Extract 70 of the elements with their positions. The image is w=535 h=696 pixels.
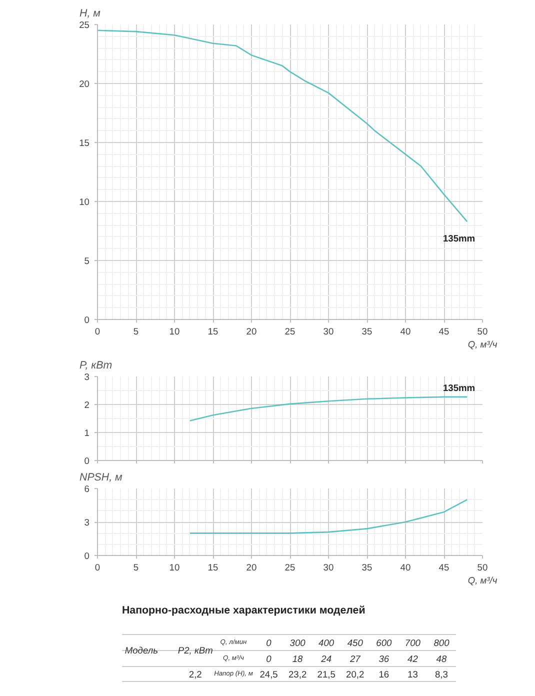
text: 400 [318, 638, 335, 648]
y-tick-label: 0 [84, 315, 90, 325]
x-tick-label: 10 [169, 562, 180, 572]
y-tick-label: 2 [84, 400, 90, 410]
text: P2, кВт [178, 646, 214, 656]
text: 24,5 [260, 670, 278, 680]
y-tick-label: 5 [84, 256, 90, 266]
x-tick-label: 15 [208, 326, 218, 336]
series-label: 135mm [442, 382, 476, 393]
y-tick-label: 20 [79, 79, 90, 89]
text: Модель [124, 646, 158, 656]
text: 700 [404, 638, 422, 648]
text: 36 [378, 654, 390, 664]
line-series [189, 396, 468, 422]
line-series [98, 30, 468, 222]
x-tick-label: 25 [284, 562, 296, 572]
text: 18 [292, 654, 304, 664]
y-tick-label: 25 [79, 20, 90, 30]
text: 0 [266, 654, 272, 664]
text: 24 [320, 654, 332, 664]
text: 48 [436, 654, 448, 664]
y-tick-label: 0 [84, 456, 90, 466]
series-label: 135mm [442, 234, 476, 244]
x-tick-label: 30 [323, 326, 334, 336]
text: 42 [408, 654, 419, 664]
text: 600 [376, 638, 393, 648]
x-tick-label: 20 [246, 562, 257, 572]
x-tick-label: 0 [94, 326, 100, 336]
y-tick-label: 1 [84, 428, 90, 438]
x-tick-label: 50 [477, 326, 488, 336]
x-tick-label: 50 [477, 562, 488, 572]
y-tick-label: 6 [84, 484, 90, 494]
y-tick-label: 10 [79, 197, 90, 207]
x-tick-label: 10 [169, 326, 180, 336]
x-tick-label: 25 [284, 326, 296, 336]
y-axis-title: NPSH, м [80, 472, 124, 484]
x-tick-label: 45 [438, 562, 450, 572]
text: 8,3 [435, 670, 448, 680]
x-tick-label: 35 [362, 562, 372, 572]
x-axis-title: Q, м³/ч [468, 340, 498, 350]
y-tick-label: 3 [84, 372, 90, 382]
y-tick-label: 3 [84, 518, 90, 528]
x-tick-label: 5 [133, 562, 139, 572]
text: 13 [408, 670, 418, 680]
text: 20,2 [346, 670, 364, 680]
text: 0 [266, 638, 272, 648]
y-tick-label: 15 [79, 138, 90, 148]
x-tick-label: 0 [94, 562, 100, 572]
y-axis-title: P, кВт [80, 360, 112, 372]
text: 300 [290, 638, 306, 648]
text: Напорно-расходные характеристики моделей [122, 604, 366, 616]
text: 21,5 [317, 670, 336, 680]
text: 23,2 [288, 670, 307, 680]
x-tick-label: 40 [400, 562, 411, 572]
x-axis-title: Q, м³/ч [468, 576, 498, 586]
y-tick-label: 0 [84, 551, 90, 561]
text: 450 [347, 638, 364, 648]
text: 16 [378, 670, 390, 680]
y-axis-title: H, м [80, 8, 102, 20]
text: 2,2 [188, 670, 202, 680]
x-tick-label: 15 [208, 562, 218, 572]
line-series [189, 499, 468, 534]
x-tick-label: 40 [400, 326, 411, 336]
text: 27 [348, 654, 362, 664]
x-tick-label: 30 [323, 562, 334, 572]
x-tick-label: 35 [362, 326, 372, 336]
x-tick-label: 45 [438, 326, 450, 336]
x-tick-label: 20 [246, 326, 257, 336]
x-tick-label: 5 [133, 326, 139, 336]
text: 800 [434, 638, 450, 648]
